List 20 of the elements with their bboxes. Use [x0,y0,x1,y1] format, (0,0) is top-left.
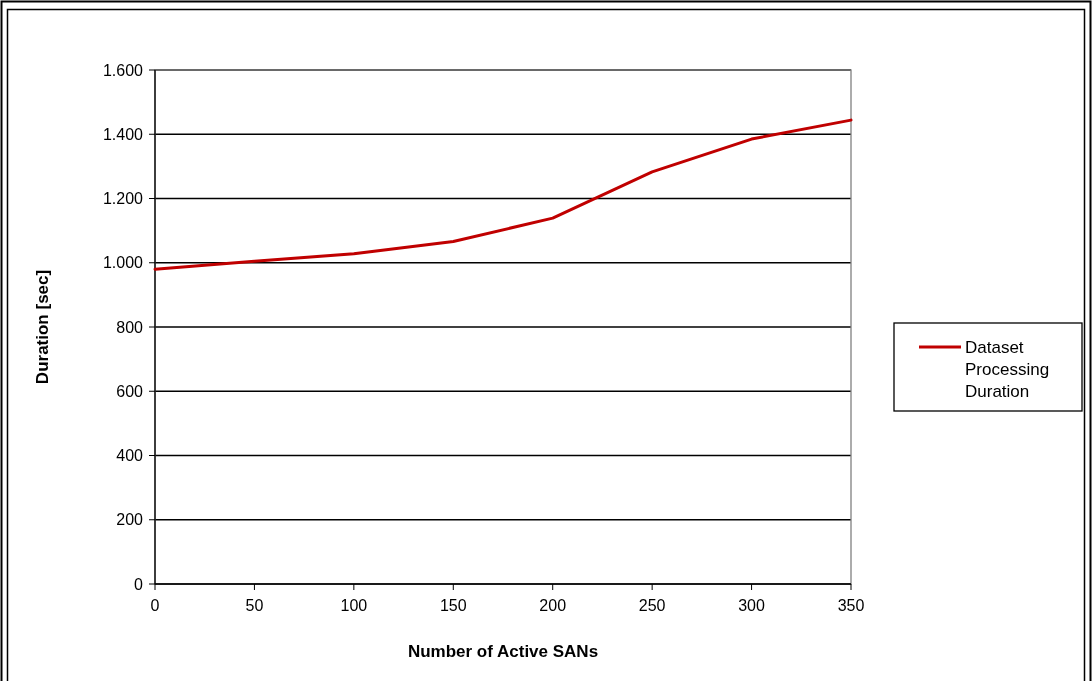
y-tick-label: 0 [134,575,144,593]
x-tick-label: 250 [638,597,666,614]
y-tick-label: 1.600 [102,61,144,79]
y-tick-label: 400 [116,447,144,465]
y-axis-title: Duration [sec] [33,269,52,385]
legend-label: Dataset Processing Duration [965,337,1050,401]
x-axis-title: Number of Active SANs [407,642,599,661]
x-tick-label: 350 [837,597,865,614]
x-tick-label: 0 [150,597,160,614]
y-tick-label: 600 [116,382,144,400]
x-tick-label: 300 [738,597,766,614]
y-tick-label: 200 [116,511,144,529]
y-tick-label: 1.000 [102,254,144,272]
x-tick-label: 200 [539,597,567,614]
y-tick-label: 1.200 [102,190,144,208]
y-tick-label: 800 [116,318,144,336]
x-tick-label: 50 [245,597,264,614]
y-tick-label: 1.400 [102,125,144,143]
x-tick-label: 150 [439,597,467,614]
x-tick-label: 100 [340,597,368,614]
